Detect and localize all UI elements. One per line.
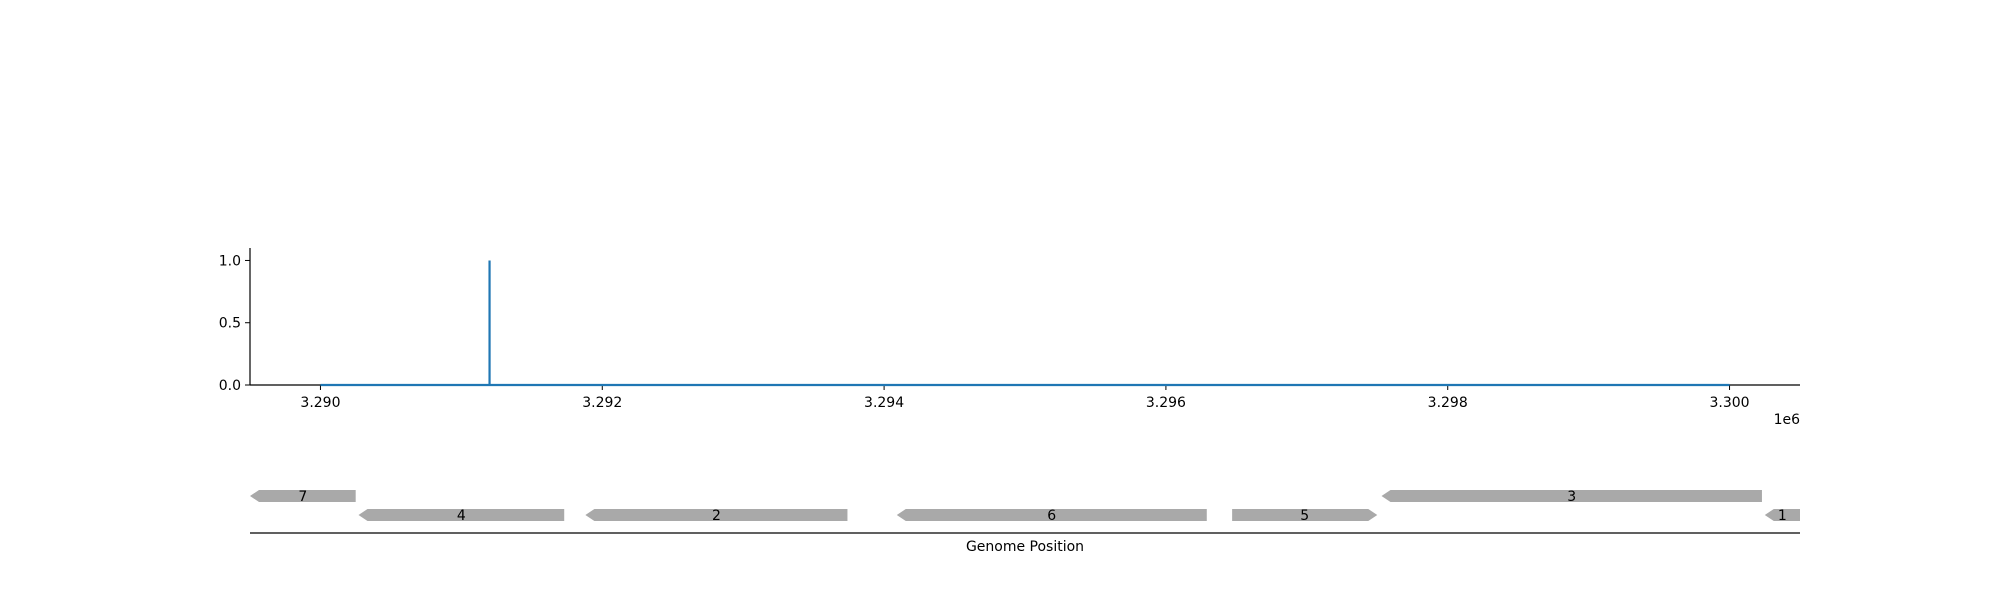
- x-tick-label: 3.296: [1146, 395, 1186, 411]
- y-tick-label: 1.0: [219, 253, 241, 269]
- gene-feature: [250, 490, 356, 502]
- x-tick-label: 3.300: [1709, 395, 1749, 411]
- gene-label: 2: [712, 508, 721, 524]
- gene-label: 4: [457, 508, 466, 524]
- gene-feature: [896, 509, 1207, 521]
- gene-feature: [358, 509, 565, 521]
- gene-label: 1: [1778, 508, 1787, 524]
- gene-feature: [1232, 509, 1378, 521]
- coverage-plot: 3.290 3.292 3.294 3.296 3.298 3.300 1e6 0.0 0.5 1…: [219, 248, 1800, 428]
- x-offset-label: 1e6: [1774, 412, 1801, 428]
- series-line-0: [320, 260, 1730, 387]
- x-tick-label: 3.290: [300, 395, 340, 411]
- gene-feature: [1381, 490, 1762, 502]
- x-tick-label: 3.292: [582, 395, 622, 411]
- y-tick-label: 0.0: [219, 378, 241, 394]
- gene-label: 6: [1047, 508, 1056, 524]
- y-tick-label: 0.5: [219, 316, 241, 332]
- gene-label: 5: [1300, 508, 1309, 524]
- gene-feature: [585, 509, 848, 521]
- x-tick-label: 3.298: [1428, 395, 1468, 411]
- gene-label: 3: [1567, 489, 1576, 505]
- gene-label: 7: [298, 489, 307, 505]
- x-tick-label: 3.294: [864, 395, 904, 411]
- gene-feature: [1764, 509, 1800, 521]
- track-x-axis-label: Genome Position: [966, 539, 1084, 555]
- gene-track: 7 4 2 6 5 3 1 Genome Position: [250, 489, 1800, 555]
